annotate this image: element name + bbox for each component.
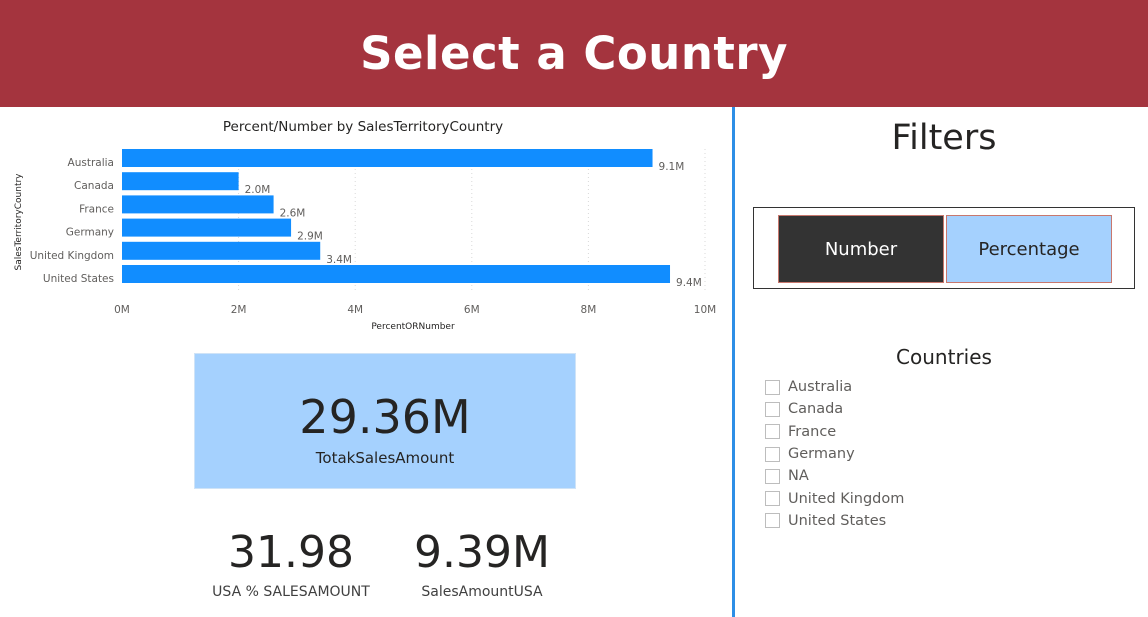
checkbox[interactable] [765, 424, 780, 440]
country-item-france[interactable]: France [765, 421, 904, 443]
category-label: United Kingdom [30, 250, 114, 262]
x-tick-label: 10M [694, 304, 716, 316]
number-button[interactable]: Number [778, 215, 944, 283]
country-label: Canada [788, 401, 844, 418]
category-label: Canada [74, 180, 114, 192]
page-header: Select a Country [0, 0, 1148, 107]
category-label: France [79, 203, 114, 215]
country-label: NA [788, 468, 809, 485]
checkbox[interactable] [765, 401, 780, 417]
percentage-button[interactable]: Percentage [946, 215, 1112, 283]
checkbox[interactable] [765, 491, 780, 507]
category-label: Australia [68, 157, 114, 169]
checkbox[interactable] [765, 379, 780, 395]
country-label: United Kingdom [788, 490, 905, 507]
usa-amount-value: 9.39M [414, 527, 550, 578]
data-label: 2.0M [245, 184, 271, 196]
y-axis-title: SalesTerritoryCountry [14, 173, 24, 271]
countries-slicer-title: Countries [896, 345, 992, 369]
x-tick-label: 0M [114, 304, 130, 316]
x-tick-label: 4M [347, 304, 363, 316]
measure-toggle: Number Percentage [753, 207, 1135, 289]
usa-amount-label: SalesAmountUSA [421, 584, 543, 600]
page-title: Select a Country [360, 27, 788, 80]
bar[interactable] [122, 241, 321, 260]
x-tick-label: 8M [581, 304, 597, 316]
x-tick-label: 6M [464, 304, 480, 316]
country-label: Germany [788, 446, 855, 463]
country-label: United States [788, 512, 887, 529]
countries-slicer: Australia Canada France Germany NA Unite… [765, 376, 904, 532]
x-tick-label: 2M [231, 304, 247, 316]
bar[interactable] [122, 149, 653, 167]
data-label: 2.9M [297, 231, 323, 243]
usa-amount-card: 9.39M SalesAmountUSA [387, 526, 577, 600]
checkbox[interactable] [765, 468, 780, 484]
category-label: Germany [66, 227, 114, 239]
data-label: 9.1M [659, 161, 685, 173]
data-label: 9.4M [676, 277, 702, 289]
country-item-united-states[interactable]: United States [765, 510, 904, 532]
data-label: 2.6M [280, 207, 306, 219]
bar[interactable] [122, 195, 274, 214]
country-item-germany[interactable]: Germany [765, 443, 904, 465]
country-item-australia[interactable]: Australia [765, 376, 904, 398]
bar[interactable] [122, 265, 671, 283]
chart-canvas[interactable]: Australia 9.1M Canada 2.0M France 2.6M Germany… [0, 107, 730, 342]
country-item-na[interactable]: NA [765, 465, 904, 487]
bar[interactable] [122, 172, 239, 191]
total-sales-card: 29.36M TotakSalesAmount [194, 353, 576, 489]
x-axis-title: PercentORNumber [371, 322, 455, 332]
total-sales-value: 29.36M [299, 390, 471, 444]
usa-percent-value: 31.98 [228, 527, 354, 578]
category-label: United States [43, 273, 114, 285]
checkbox[interactable] [765, 513, 780, 529]
chart-title: Percent/Number by SalesTerritoryCountry [222, 119, 504, 135]
vertical-divider [732, 107, 735, 617]
bar-chart[interactable]: Percent/Number by SalesTerritoryCountry … [0, 107, 730, 342]
country-label: Australia [788, 379, 853, 396]
data-label: 3.4M [326, 254, 352, 266]
total-sales-label: TotakSalesAmount [315, 449, 455, 467]
country-item-united-kingdom[interactable]: United Kingdom [765, 487, 904, 509]
filters-title: Filters [891, 118, 997, 158]
checkbox[interactable] [765, 446, 780, 462]
bar[interactable] [122, 218, 292, 237]
usa-percent-label: USA % SALESAMOUNT [212, 584, 370, 600]
country-item-canada[interactable]: Canada [765, 398, 904, 420]
usa-percent-card: 31.98 USA % SALESAMOUNT [196, 526, 386, 600]
country-label: France [788, 423, 837, 440]
